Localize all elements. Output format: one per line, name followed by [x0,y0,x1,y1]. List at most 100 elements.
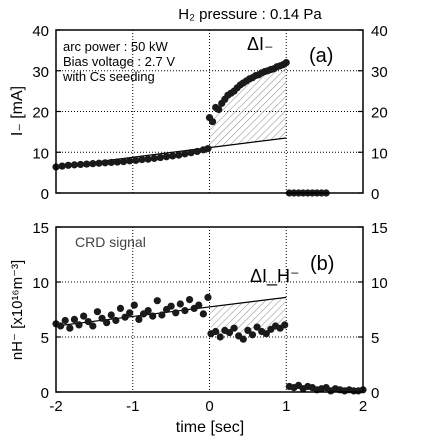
data-point [107,158,115,167]
panel-label-b: (b) [310,253,334,275]
delta-label-b: ΔI_H⁻ [250,266,300,287]
x-axis-label: time [sec] [176,419,244,436]
y-tick-label-left: 15 [32,220,49,237]
x-tick-label: -1 [126,398,139,415]
y-tick-label-right: 15 [371,220,388,237]
data-point [112,316,120,325]
data-point [181,150,189,158]
data-point [149,312,157,320]
y-tick-label-left: 40 [32,23,49,40]
annotation-cs-seeding: with Cs seeding [62,69,155,84]
data-point [204,144,212,153]
data-point [66,324,74,332]
x-ticks-b: -2 -1 0 1 2 [49,398,367,415]
data-point [169,152,177,160]
y-axis-label-b: nH⁻ [x10¹⁶m⁻³] [9,260,26,360]
data-point [119,158,128,166]
y-tick-label-right: 30 [371,64,388,81]
data-point [76,160,85,169]
data-point [244,326,252,334]
y-ticks-right-a: 0 10 20 30 40 [358,23,388,203]
x-tick-label: 2 [359,398,367,415]
data-point [121,313,129,321]
y-ticks-left-b: 0 5 10 15 [32,220,61,402]
x-tick-label: 0 [205,398,213,415]
y-tick-label-left: 0 [41,186,49,203]
data-point [212,327,220,336]
panel-a: 0 10 20 30 40 0 10 20 30 40 arc power : 50 kW Bi… [9,23,388,203]
y-tick-label-left: 20 [32,105,49,122]
data-point [239,335,247,343]
data-point [216,333,224,341]
annotation-bias-voltage: Bias voltage : 2.7 V [63,54,175,69]
data-point [89,322,97,330]
data-point [126,157,134,165]
data-point [57,322,65,330]
data-point [172,309,180,317]
data-point [61,316,69,325]
y-tick-label-left: 10 [32,145,49,162]
data-point [70,315,79,323]
data-point [83,160,91,168]
y-ticks-right-b: 0 5 10 15 [358,220,388,402]
data-point [107,311,115,319]
data-point [89,160,97,168]
data-point [167,302,175,310]
data-point [158,311,166,319]
annotation-crd-signal: CRD signal [75,234,146,250]
y-ticks-left-a: 0 10 20 30 40 [32,23,61,203]
data-point [144,155,152,163]
y-tick-label-right: 10 [371,145,388,162]
delta-region-a [209,62,287,148]
data-point [156,153,164,162]
data-point [187,149,195,157]
data-point [262,330,270,338]
x-tick-label: 1 [282,398,290,415]
data-point [195,301,203,309]
y-tick-label-right: 0 [371,385,379,402]
data-point [185,296,194,304]
x-tick-label: -2 [49,398,62,415]
delta-region-b [209,297,287,340]
data-point [64,161,72,169]
y-tick-label-right: 5 [371,330,379,347]
data-point [204,293,212,301]
data-point [281,321,289,329]
data-point [113,158,121,166]
data-point [253,323,261,331]
delta-label-a: ΔI₋ [247,34,274,54]
y-tick-label-right: 20 [371,105,388,122]
data-point [98,314,106,322]
data-point [116,304,125,312]
data-point [230,324,238,332]
data-point [132,156,140,164]
baseline-fit-b [55,296,287,327]
data-point [135,315,143,323]
y-axis-label-a: I₋ [mA] [9,86,26,136]
data-point [138,155,146,164]
data-point [248,331,257,339]
data-point [103,319,111,327]
data-point [181,307,189,315]
data-point [162,153,171,161]
y-tick-label-right: 0 [371,186,379,203]
data-point [93,308,102,316]
data-point [225,329,234,337]
data-point [193,147,201,156]
data-point [150,154,158,162]
data-point [208,118,217,126]
data-point [75,321,83,329]
data-point [153,297,161,305]
y-tick-label-left: 0 [41,385,49,402]
y-tick-label-left: 5 [41,330,49,347]
data-points-a [52,59,330,197]
data-point [126,309,134,317]
data-point [130,301,138,309]
data-point [80,312,88,320]
data-point [101,159,109,167]
data-point [70,161,79,169]
y-tick-label-left: 10 [32,275,49,292]
plot-frame-b [55,226,364,393]
data-point [84,318,92,326]
